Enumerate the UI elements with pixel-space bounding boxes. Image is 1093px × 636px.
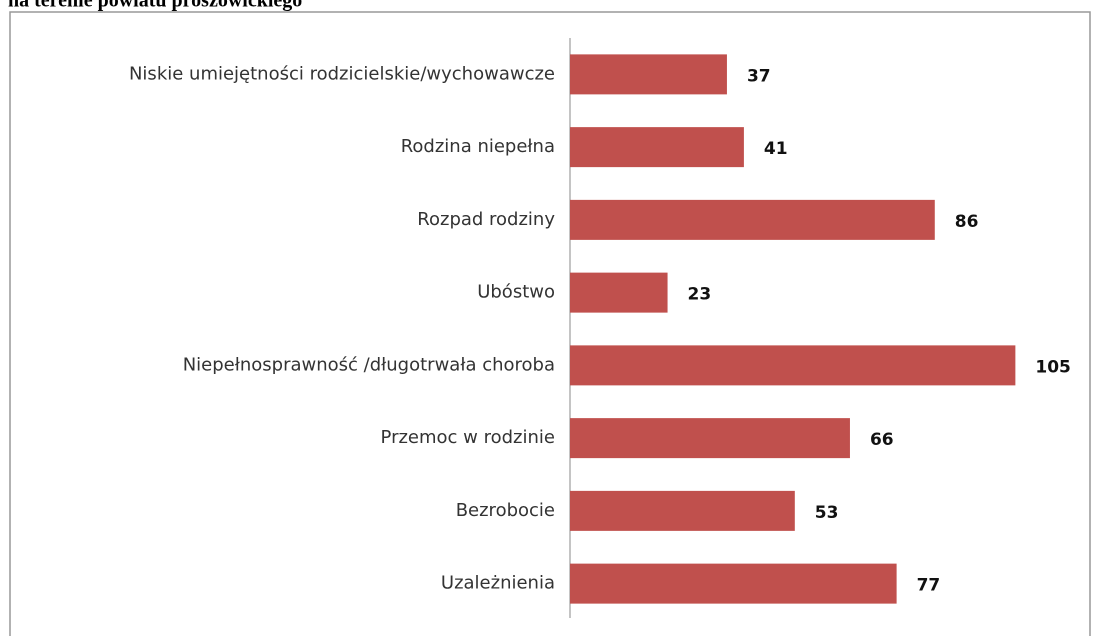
category-label: Rozpad rodziny xyxy=(417,209,555,230)
data-label: 41 xyxy=(764,139,788,159)
category-label: Bezrobocie xyxy=(456,500,555,521)
category-label: Przemoc w rodzinie xyxy=(381,427,555,448)
bar xyxy=(570,490,795,531)
bar xyxy=(570,127,744,168)
data-label: 23 xyxy=(688,285,712,305)
data-label: 86 xyxy=(955,212,979,232)
category-label: Niskie umiejętności rodzicielskie/wychow… xyxy=(129,63,555,84)
bar xyxy=(570,272,668,313)
data-label: 37 xyxy=(747,66,771,86)
category-label: Rodzina niepełna xyxy=(401,136,555,157)
bar xyxy=(570,345,1016,386)
bar xyxy=(570,563,897,604)
data-label: 77 xyxy=(917,576,941,596)
category-label: Niepełnosprawność /długotrwała choroba xyxy=(183,354,555,375)
category-label: Ubóstwo xyxy=(477,282,555,303)
data-label: 66 xyxy=(870,430,894,450)
data-label: 105 xyxy=(1035,357,1071,377)
bar xyxy=(570,199,935,240)
category-label: Uzależnienia xyxy=(441,573,555,594)
chart-border xyxy=(9,11,1091,636)
data-label: 53 xyxy=(815,503,839,523)
bar xyxy=(570,418,850,459)
bar xyxy=(570,54,727,95)
chart-title: na terenie powiatu proszowickiego xyxy=(8,0,302,12)
